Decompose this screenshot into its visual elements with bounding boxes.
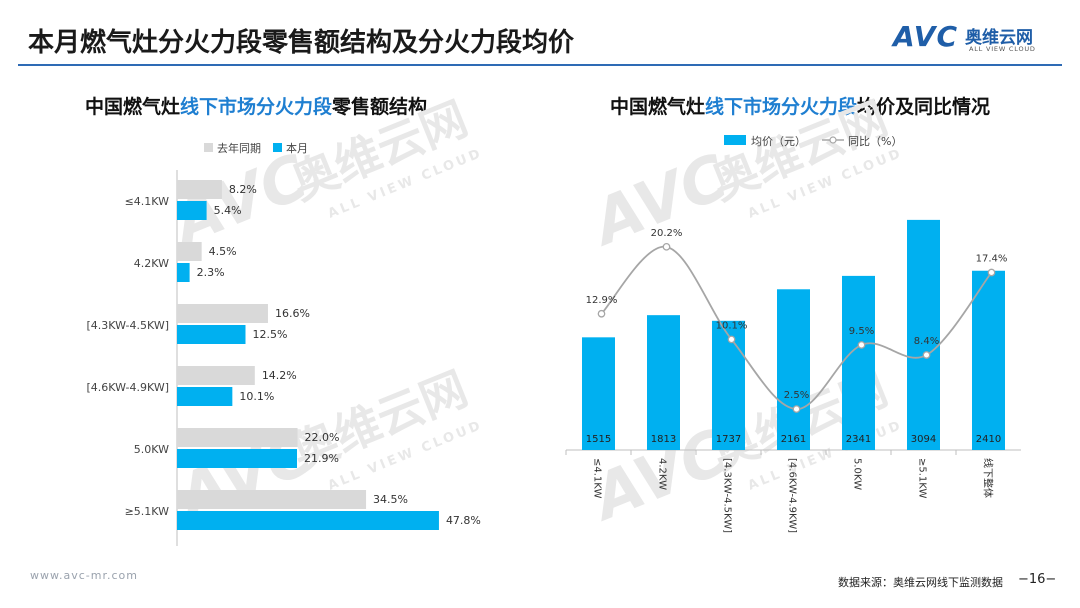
price-label: 1737 [716,434,741,445]
price-bar [712,320,745,450]
category-label: [4.6KW-4.9KW] [87,381,170,394]
category-label: 线下整体 [982,458,995,498]
data-label: 16.6% [275,307,310,320]
data-label: 34.5% [373,493,408,506]
yoy-marker [987,268,996,277]
data-label: 4.5% [209,245,237,258]
category-label: 5.0KW [134,443,169,456]
bar-this-month [177,387,233,406]
category-label: ≥5.1KW [125,505,170,518]
price-bar [647,315,680,450]
yoy-marker [922,351,931,359]
price-label: 2341 [846,434,871,445]
yoy-marker [727,335,736,344]
left-title-highlight: 线下市场分火力段 [180,96,333,118]
data-label: 22.0% [305,431,340,444]
data-label: 47.8% [446,514,481,527]
logo-en: ALL VIEW CLOUD [969,45,1036,53]
bar-last-year [177,180,222,199]
legend-swatch-0 [204,143,213,152]
logo-mark: AVC [893,20,958,53]
yoy-label: 9.5% [849,326,874,337]
bar-last-year [177,304,268,323]
left-title-suffix: 零售额结构 [332,96,428,118]
price-label: 2410 [976,434,1001,445]
data-label: 14.2% [262,369,297,382]
legend-label-bar: 均价（元） [751,135,806,148]
right-title-suffix: 均价及同比情况 [857,96,991,118]
price-bar [972,270,1005,450]
data-label: 10.1% [239,390,274,403]
yoy-label: 10.1% [716,320,748,331]
bar-last-year [177,428,298,447]
category-label: [4.6KW-4.9KW] [787,458,798,533]
category-label: 4.2KW [134,257,169,270]
data-label: 5.4% [214,204,242,217]
legend-swatch-1 [273,143,282,152]
header-divider [18,64,1062,66]
legend-label-line: 同比（%） [848,135,902,148]
page-title: 本月燃气灶分火力段零售额结构及分火力段均价 [28,28,575,58]
logo-cn: 奥维云网 [965,28,1033,48]
price-label: 1813 [651,434,676,445]
data-label: 21.9% [304,452,339,465]
yoy-label: 12.9% [586,295,618,306]
legend-label-0: 去年同期 [217,141,261,155]
yoy-marker [857,341,866,349]
left-chart-title: 中国燃气灶线下市场分火力段零售额结构 [85,92,427,119]
bar-last-year [177,242,202,261]
category-label: ≤4.1KW [592,458,603,498]
price-bar [907,219,940,450]
right-chart-title: 中国燃气灶线下市场分火力段均价及同比情况 [610,92,990,119]
bar-this-month [177,325,246,344]
price-label: 1515 [586,434,611,445]
yoy-label: 17.4% [976,254,1008,265]
page-number: −16− [1018,572,1057,587]
price-bar [842,275,875,450]
category-label: 4.2KW [657,458,668,490]
legend-marker [829,136,837,144]
category-label: ≥5.1KW [917,458,928,498]
right-title-highlight: 线下市场分火力段 [705,96,858,118]
yoy-label: 20.2% [651,228,683,239]
yoy-marker [662,242,671,251]
data-label: 12.5% [253,328,288,341]
footer-url[interactable]: www.avc-mr.com [30,569,138,582]
category-label: ≤4.1KW [125,195,170,208]
bar-this-month [177,263,190,282]
left-title-prefix: 中国燃气灶 [85,96,181,118]
yoy-label: 8.4% [914,336,939,347]
data-source: 数据来源：奥维云网线下监测数据 [838,576,1003,589]
category-label: 5.0KW [852,458,863,490]
legend-swatch-bar [724,135,746,145]
avc-logo: AVC 奥维云网 ALL VIEW CLOUD [893,20,1063,60]
bar-this-month [177,511,439,530]
price-bar [582,337,615,450]
bar-last-year [177,490,367,509]
bar-this-month [177,449,298,468]
price-bar [777,289,810,450]
yoy-label: 2.5% [784,390,809,401]
yoy-marker [792,405,801,413]
price-label: 3094 [911,434,936,445]
bar-last-year [177,366,255,385]
category-label: [4.3KW-4.5KW] [722,458,733,533]
legend-label-1: 本月 [286,141,308,155]
yoy-marker [597,309,606,318]
bar-this-month [177,201,207,220]
data-label: 2.3% [197,266,225,279]
price-label: 2161 [781,434,806,445]
data-label: 8.2% [229,183,257,196]
right-title-prefix: 中国燃气灶 [610,96,706,118]
category-label: [4.3KW-4.5KW] [87,319,170,332]
